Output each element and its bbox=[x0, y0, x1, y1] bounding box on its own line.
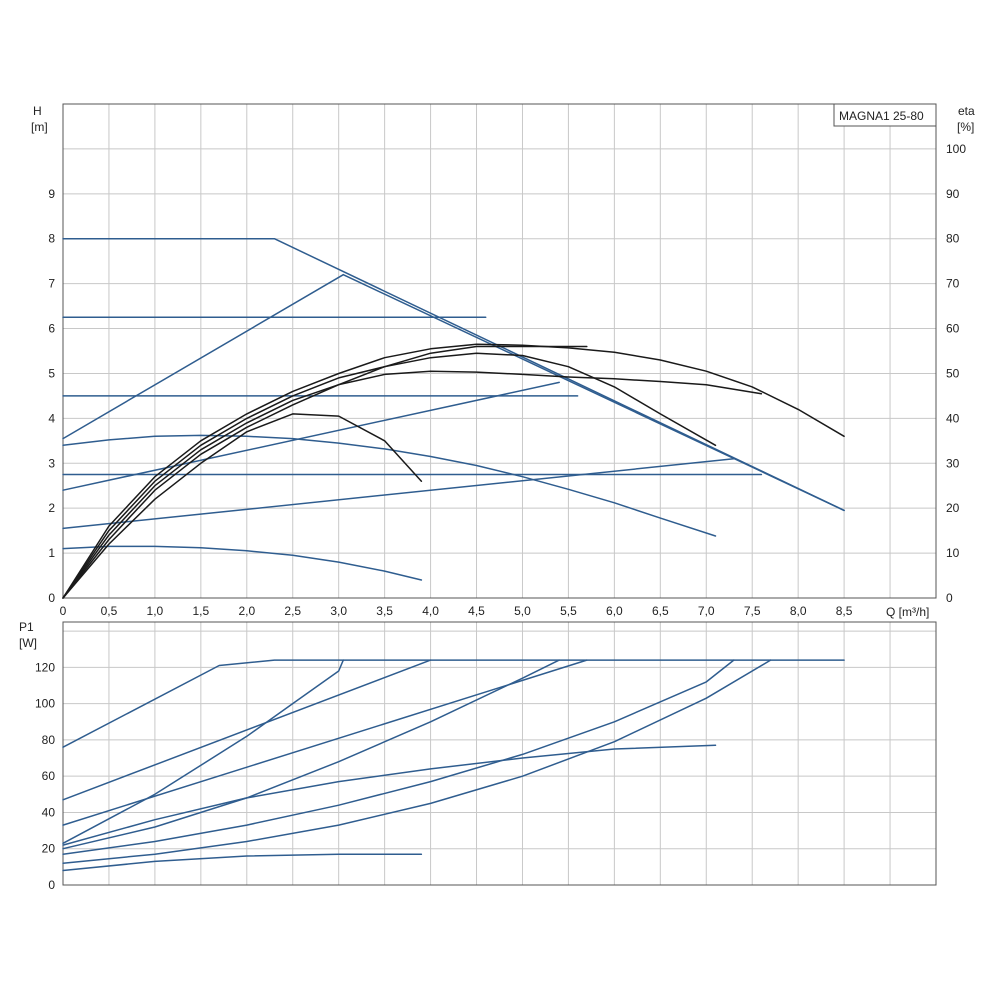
q-tick-label: 2,0 bbox=[238, 604, 255, 618]
head-chart-frame bbox=[62, 103, 937, 599]
q-tick-label: 8,5 bbox=[836, 604, 853, 618]
power-curve bbox=[62, 659, 345, 845]
q-tick-label: 3,5 bbox=[376, 604, 393, 618]
q-tick-label: 6,5 bbox=[652, 604, 669, 618]
power-curve bbox=[62, 853, 423, 872]
eta-tick-label: 100 bbox=[946, 142, 966, 156]
q-tick-label: 1,5 bbox=[192, 604, 209, 618]
p1-tick-label: 0 bbox=[48, 878, 55, 892]
eta-tick-label: 40 bbox=[946, 411, 960, 425]
head-curve bbox=[62, 273, 345, 440]
eta-tick-label: 0 bbox=[946, 591, 953, 605]
eta-tick-label: 50 bbox=[946, 366, 960, 380]
p1-tick-label: 40 bbox=[42, 805, 56, 819]
p1-tick-label: 60 bbox=[42, 769, 56, 783]
eta-tick-label: 90 bbox=[946, 187, 960, 201]
q-tick-label: 2,5 bbox=[284, 604, 301, 618]
q-tick-label: 8,0 bbox=[790, 604, 807, 618]
q-tick-label: 0,5 bbox=[101, 604, 118, 618]
power-curve bbox=[62, 659, 772, 864]
q-tick-label: 7,0 bbox=[698, 604, 715, 618]
eta-tick-label: 10 bbox=[946, 546, 960, 560]
eta-axis-unit: [%] bbox=[957, 120, 974, 134]
eta-tick-label: 30 bbox=[946, 456, 960, 470]
eta-tick-label: 60 bbox=[946, 322, 960, 336]
power-curve bbox=[62, 659, 560, 850]
h-tick-label: 5 bbox=[48, 366, 55, 380]
head-curve bbox=[62, 434, 717, 537]
q-tick-label: 0 bbox=[60, 604, 67, 618]
h-tick-label: 6 bbox=[48, 322, 55, 336]
power-chart-frame bbox=[62, 621, 937, 886]
q-tick-label: 1,0 bbox=[147, 604, 164, 618]
power-curve bbox=[62, 659, 588, 826]
h-axis-label: H bbox=[33, 104, 42, 118]
eta-tick-label: 80 bbox=[946, 232, 960, 246]
q-tick-label: 5,5 bbox=[560, 604, 577, 618]
p1-tick-label: 120 bbox=[35, 660, 55, 674]
h-tick-label: 8 bbox=[48, 232, 55, 246]
head-chart-grid: 0 0,5 1,0 1,5 2,0 2,5 3,0 3,5 4,0 4,5 5,0 5,5 6,0 6,5… bbox=[48, 103, 966, 618]
p1-axis-label: P1 bbox=[19, 620, 34, 634]
chart-title: MAGNA1 25-80 bbox=[839, 109, 924, 123]
efficiency-curve bbox=[62, 352, 717, 599]
p1-axis-unit: [W] bbox=[19, 636, 37, 650]
h-tick-label: 7 bbox=[48, 277, 55, 291]
power-curves bbox=[62, 659, 845, 872]
p1-tick-label: 100 bbox=[35, 697, 55, 711]
h-tick-label: 0 bbox=[48, 591, 55, 605]
head-curve bbox=[62, 237, 845, 512]
power-curve bbox=[62, 744, 717, 846]
axis-labels: H [m] eta [%] Q [m³/h] P1 [W] bbox=[19, 104, 975, 650]
efficiency-curve bbox=[62, 413, 423, 599]
power-chart-grid: 0 20 40 60 80 100 120 bbox=[35, 621, 937, 892]
q-axis-label: Q [m³/h] bbox=[886, 605, 929, 619]
head-curve bbox=[62, 545, 423, 581]
head-eta-curves bbox=[62, 237, 845, 599]
model-label-box: MAGNA1 25-80 bbox=[833, 103, 937, 127]
h-tick-label: 2 bbox=[48, 501, 55, 515]
q-tick-label: 6,0 bbox=[606, 604, 623, 618]
h-tick-label: 9 bbox=[48, 187, 55, 201]
h-axis-unit: [m] bbox=[31, 120, 48, 134]
power-curve bbox=[62, 659, 432, 801]
h-tick-label: 4 bbox=[48, 411, 55, 425]
h-tick-label: 1 bbox=[48, 546, 55, 560]
eta-axis-label: eta bbox=[958, 104, 975, 118]
efficiency-curve bbox=[62, 345, 588, 599]
q-tick-label: 4,5 bbox=[468, 604, 485, 618]
q-tick-label: 7,5 bbox=[744, 604, 761, 618]
head-curve bbox=[62, 381, 560, 491]
q-tick-label: 5,0 bbox=[514, 604, 531, 618]
q-tick-label: 3,0 bbox=[330, 604, 347, 618]
head-curve bbox=[62, 458, 735, 530]
h-tick-label: 3 bbox=[48, 456, 55, 470]
power-curve bbox=[62, 659, 735, 855]
head-curve bbox=[342, 273, 845, 512]
p1-tick-label: 20 bbox=[42, 842, 56, 856]
q-tick-label: 4,0 bbox=[422, 604, 439, 618]
efficiency-curve bbox=[62, 343, 845, 599]
eta-tick-label: 70 bbox=[946, 277, 960, 291]
eta-tick-label: 20 bbox=[946, 501, 960, 515]
efficiency-curve bbox=[62, 370, 763, 599]
p1-tick-label: 80 bbox=[42, 733, 56, 747]
